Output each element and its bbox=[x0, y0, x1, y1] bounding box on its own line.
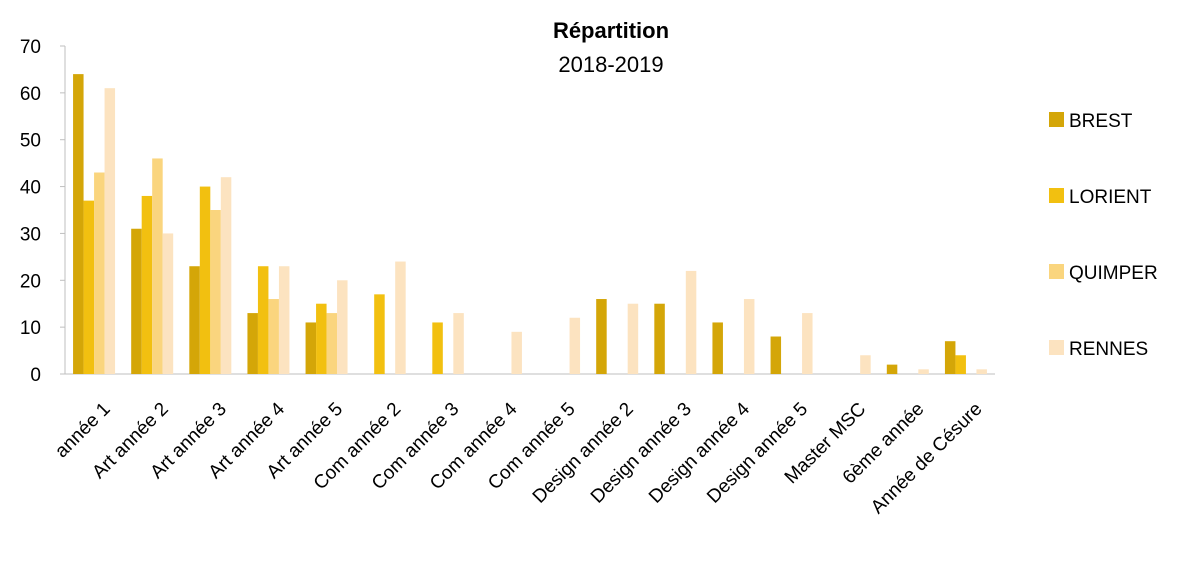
bar-quimper bbox=[94, 172, 105, 374]
legend-label: RENNES bbox=[1069, 339, 1148, 360]
y-tick-label: 40 bbox=[20, 178, 41, 199]
bar-brest bbox=[654, 303, 665, 374]
bar-rennes bbox=[104, 88, 116, 375]
y-tick-label: 70 bbox=[20, 37, 41, 58]
bar-rennes bbox=[162, 233, 174, 374]
bar-lorient bbox=[141, 195, 153, 374]
legend-swatch-brest bbox=[1049, 112, 1064, 127]
bar-rennes bbox=[569, 317, 581, 374]
x-category-label: Design année 4 bbox=[645, 398, 754, 507]
bar-rennes bbox=[802, 313, 813, 374]
y-tick-label: 10 bbox=[20, 318, 41, 339]
x-category-label: Année de Césure bbox=[867, 399, 986, 518]
bar-quimper bbox=[268, 299, 279, 374]
legend-label: LORIENT bbox=[1069, 187, 1152, 208]
y-tick-label: 30 bbox=[20, 224, 41, 245]
bar-lorient bbox=[316, 303, 327, 374]
bar-rennes bbox=[627, 303, 639, 374]
y-tick-label: 60 bbox=[20, 84, 41, 105]
bar-brest bbox=[247, 313, 258, 374]
bar-brest bbox=[596, 299, 607, 374]
bar-lorient bbox=[199, 186, 211, 374]
bar-lorient bbox=[257, 266, 269, 374]
bar-lorient bbox=[955, 355, 966, 374]
bar-brest bbox=[886, 364, 898, 374]
x-category-label: Design année 3 bbox=[587, 399, 696, 508]
bar-lorient bbox=[374, 294, 385, 374]
bar-rennes bbox=[278, 266, 290, 374]
bars-group bbox=[73, 74, 987, 375]
bar-brest bbox=[770, 336, 782, 374]
bar-rennes bbox=[918, 369, 929, 374]
bar-rennes bbox=[395, 261, 406, 374]
bar-rennes bbox=[220, 177, 232, 374]
bar-brest bbox=[305, 322, 317, 374]
legend-swatch-lorient bbox=[1049, 188, 1064, 203]
bar-brest bbox=[131, 228, 142, 374]
y-tick-label: 50 bbox=[20, 131, 41, 152]
bar-rennes bbox=[511, 331, 522, 374]
bar-brest bbox=[712, 322, 723, 374]
chart-title: Répartition bbox=[553, 18, 669, 43]
x-category-label: Design année 5 bbox=[703, 399, 812, 508]
bar-lorient bbox=[432, 322, 443, 374]
y-tick-label: 0 bbox=[30, 365, 41, 386]
legend: BREST LORIENT QUIMPER RENNES bbox=[1049, 111, 1158, 360]
bar-rennes bbox=[337, 280, 348, 374]
bar-rennes bbox=[453, 313, 464, 374]
bar-rennes bbox=[976, 369, 987, 374]
bar-rennes bbox=[743, 299, 755, 374]
legend-swatch-rennes bbox=[1049, 340, 1064, 355]
legend-label: BREST bbox=[1069, 111, 1133, 132]
bar-quimper bbox=[326, 313, 338, 374]
chart-subtitle: 2018-2019 bbox=[558, 52, 663, 77]
legend-label: QUIMPER bbox=[1069, 263, 1158, 284]
y-axis: 0 10 20 30 40 50 60 70 bbox=[20, 37, 66, 386]
bar-brest bbox=[73, 74, 84, 374]
y-tick-label: 20 bbox=[20, 271, 41, 292]
bar-brest bbox=[944, 341, 956, 374]
bar-quimper bbox=[210, 210, 221, 374]
bar-brest bbox=[189, 266, 200, 374]
legend-swatch-quimper bbox=[1049, 264, 1064, 279]
bar-lorient bbox=[83, 200, 95, 374]
bar-quimper bbox=[152, 158, 163, 374]
bar-rennes bbox=[860, 355, 871, 374]
x-category-label: Design année 2 bbox=[529, 399, 638, 508]
bar-rennes bbox=[685, 270, 697, 374]
